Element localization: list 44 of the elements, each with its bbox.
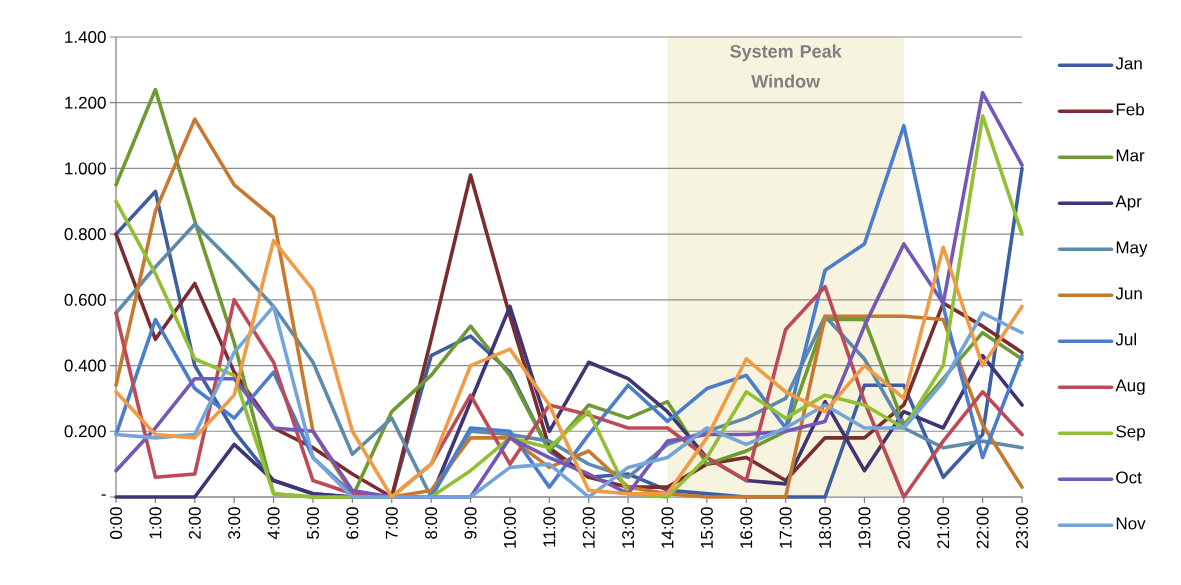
x-tick-label: 13:00 [622, 507, 635, 548]
y-tick-label: 0.400 [64, 359, 106, 372]
y-tick-label: 1.400 [65, 30, 106, 44]
y-tick-label: - [101, 494, 106, 496]
x-tick-label: 17:00 [779, 507, 792, 548]
x-tick-label: 3:00 [228, 507, 241, 539]
x-tick-label: 18:00 [819, 507, 832, 548]
y-tick-label: 0.200 [64, 425, 106, 438]
x-tick-label: 22:00 [976, 507, 989, 549]
legend-label: Jan [1115, 57, 1142, 70]
legend-label: Jul [1115, 332, 1136, 346]
x-tick-label: 19:00 [858, 507, 871, 548]
y-tick-label: 1.200 [65, 96, 106, 109]
x-tick-label: 5:00 [306, 507, 319, 539]
band-label: System Peak Window [730, 44, 842, 88]
legend-label: Mar [1116, 149, 1145, 162]
legend-label: May [1116, 241, 1148, 257]
x-tick-label: 14:00 [661, 507, 674, 548]
x-tick-label: 0:00 [109, 507, 123, 539]
x-tick-label: 20:00 [897, 507, 910, 549]
legend-label: Sep [1116, 425, 1145, 441]
legend-label: Aug [1115, 379, 1145, 395]
x-tick-label: 12:00 [582, 507, 595, 548]
y-tick-label: 0.800 [64, 228, 106, 241]
x-tick-label: 7:00 [385, 507, 398, 539]
x-tick-label: 11:00 [543, 507, 556, 547]
x-tick-label: 4:00 [267, 507, 280, 540]
x-tick-label: 1:00 [149, 507, 162, 539]
x-tick-label: 9:00 [464, 507, 477, 539]
y-tick-label: 0.600 [64, 293, 106, 306]
x-tick-label: 16:00 [740, 507, 753, 548]
x-tick-label: 2:00 [188, 507, 201, 539]
x-tick-label: 15:00 [700, 507, 713, 548]
legend-label: Jun [1115, 287, 1142, 300]
x-tick-label: 6:00 [346, 507, 359, 539]
legend-label: Oct [1116, 471, 1142, 484]
x-tick-label: 10:00 [503, 507, 516, 548]
x-tick-label: 8:00 [425, 507, 438, 539]
y-tick-label: 1.000 [65, 162, 106, 175]
x-tick-label: 21:00 [937, 507, 950, 549]
legend-label: Apr [1115, 195, 1142, 211]
legend-label: Feb [1116, 102, 1144, 116]
x-tick-label: 23:00 [1015, 507, 1029, 549]
legend-label: Nov [1116, 517, 1146, 530]
